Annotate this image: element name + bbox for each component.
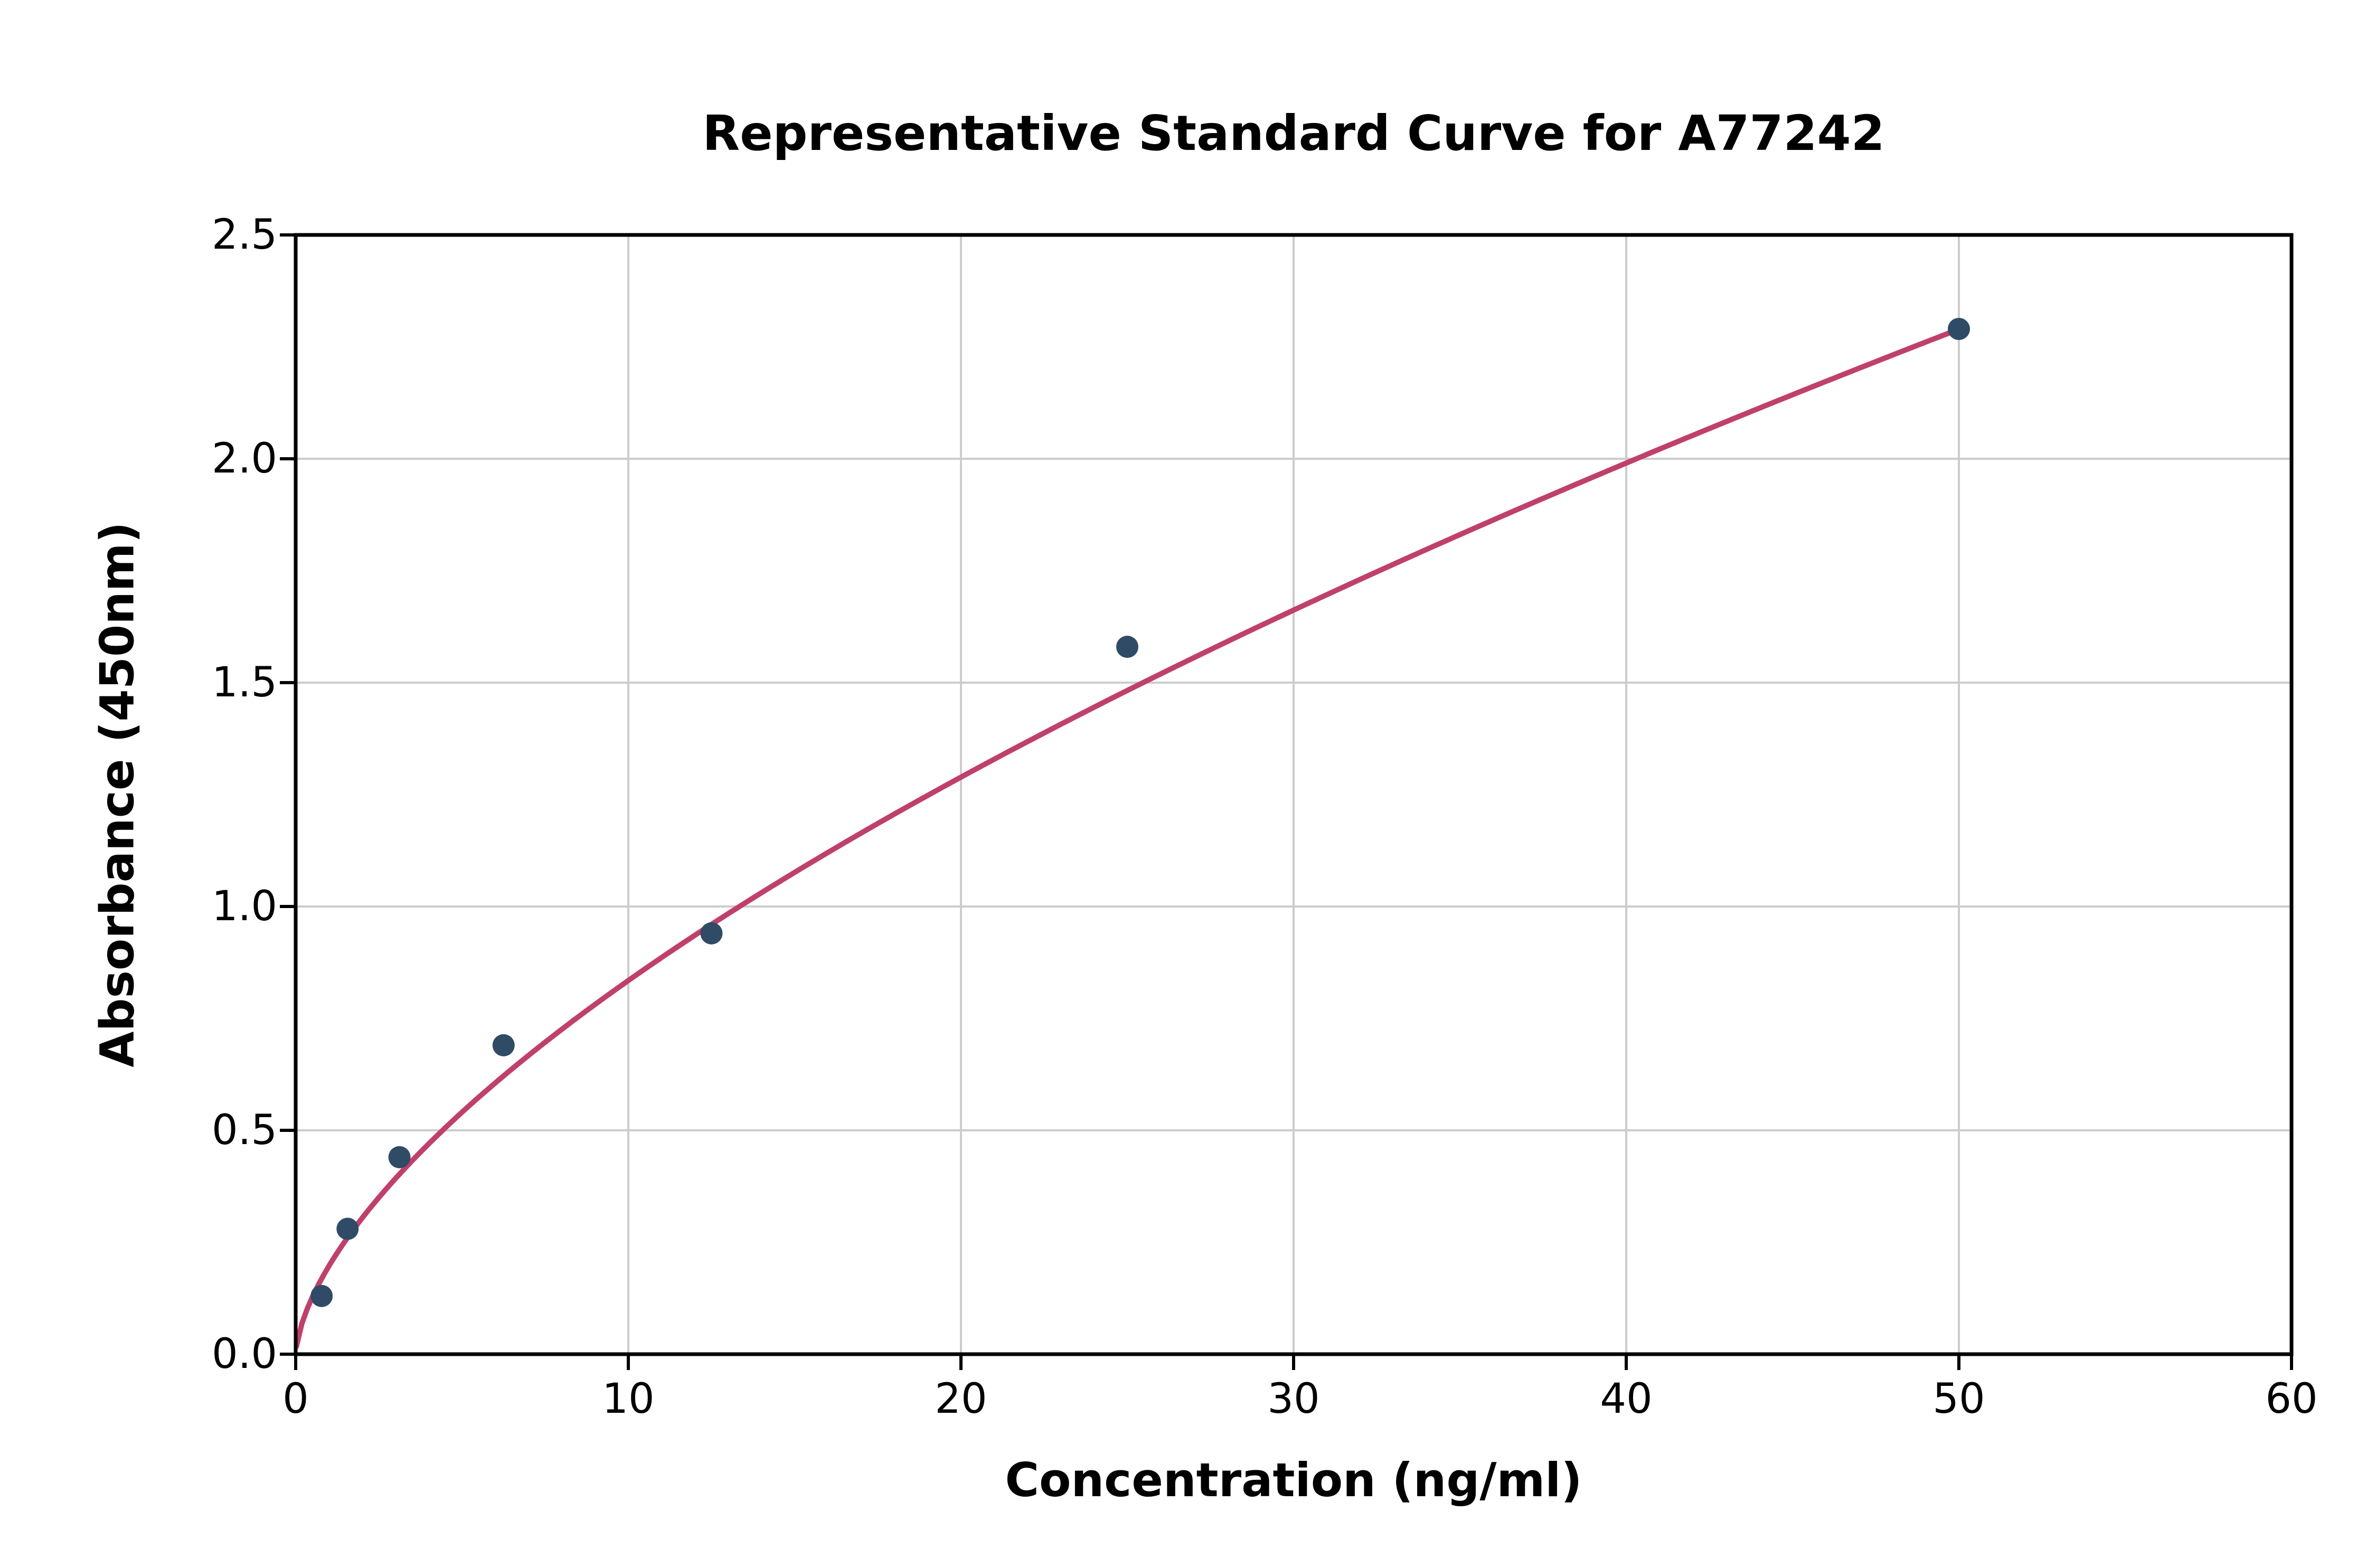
x-tick-label: 50 [1932,1375,1985,1423]
data-point [310,1284,333,1307]
plot-border [294,233,2294,1356]
y-tick-label: 1.5 [211,659,277,706]
y-tick-label: 1.0 [211,883,277,930]
data-point [388,1146,411,1168]
data-point [700,922,723,944]
y-axis-label: Absorbance (450nm) [90,522,145,1068]
y-tick-label: 0.0 [211,1330,277,1378]
x-tick-label: 20 [935,1375,987,1423]
data-point [1116,636,1138,658]
x-tick-label: 30 [1267,1375,1320,1423]
fitted-curve [294,326,1962,1349]
data-point [336,1217,359,1240]
x-tick-label: 60 [2265,1375,2318,1423]
chart-title: Representative Standard Curve for A77242 [702,105,1885,162]
y-tick-label: 2.0 [211,435,277,483]
y-tick-label: 2.5 [211,211,277,259]
x-tick-label: 0 [282,1375,309,1423]
x-tick-label: 10 [602,1375,655,1423]
y-tick-label: 0.5 [211,1107,277,1154]
data-point [1948,318,1970,341]
x-axis-label: Concentration (ng/ml) [1005,1453,1582,1507]
x-tick-label: 40 [1600,1375,1653,1423]
data-point [492,1034,515,1056]
